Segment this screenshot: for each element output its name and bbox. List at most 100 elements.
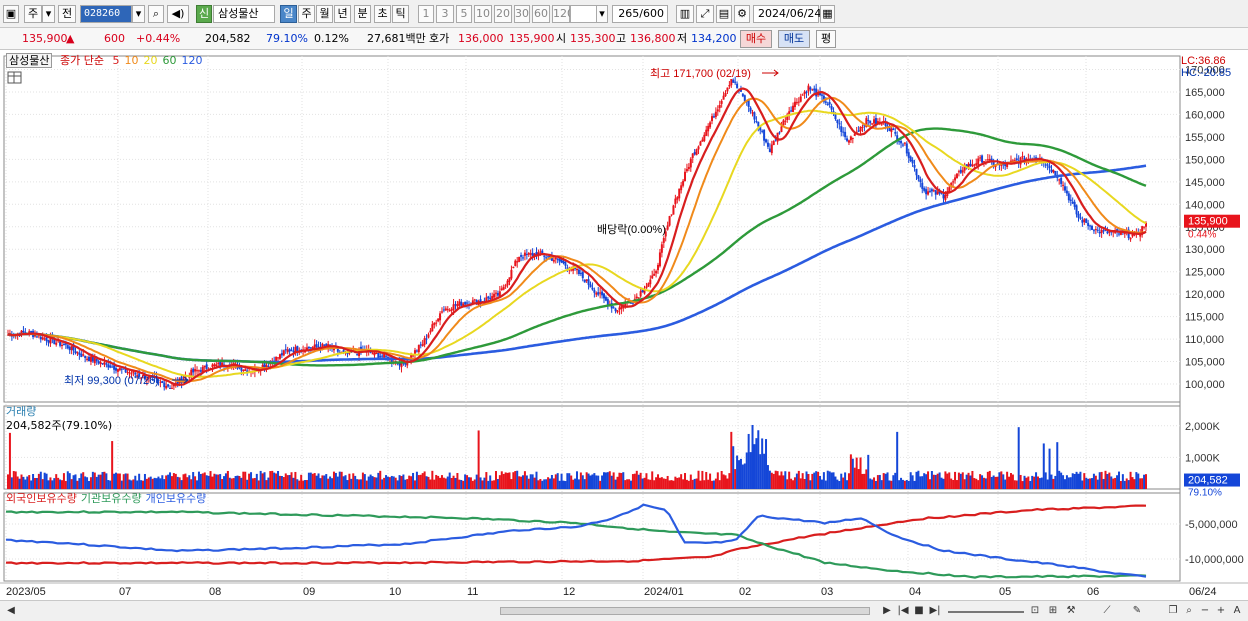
chevron-down-icon[interactable]: ▾ [132,5,145,23]
volume-bar [232,478,235,489]
candle [39,336,42,340]
period-select[interactable]: 주 [24,5,42,23]
volume-bar [811,473,814,489]
volume-bar [363,474,366,489]
volume-bar [739,458,742,489]
save-icon[interactable]: ▤ [716,5,732,23]
volume-bar [942,478,945,489]
calendar-icon[interactable]: ▦ [820,5,835,23]
volume-bar [153,477,156,489]
count-button[interactable]: 120 [552,5,574,23]
grid-icon[interactable]: ⊞ [1048,605,1058,616]
stop-icon[interactable]: ■ [914,605,924,616]
ma-legend-item: 120 [181,54,203,67]
candle [172,384,175,387]
count-button[interactable]: 10 [474,5,492,23]
candle-type-icon[interactable]: ▥ [676,5,694,23]
volume-bar [780,471,783,489]
bar-count-field[interactable]: 265/600 [612,5,668,23]
stock-code-input[interactable]: 028260 [80,5,132,23]
volume-bar [554,474,557,489]
volume-bar [477,430,480,489]
volume-bar [317,473,320,489]
volume-bar [572,479,575,489]
interval-button[interactable]: 일 [280,5,297,23]
gear-icon[interactable]: ⚙ [734,5,750,23]
scroll-right-icon[interactable]: ▶ [883,605,891,616]
interval-button[interactable]: 년 [334,5,351,23]
tools-icon[interactable]: ⚒ [1066,605,1076,616]
volume-bar [226,470,229,489]
sell-button[interactable]: 매도 [778,30,810,48]
speaker-icon[interactable]: ◀) [167,5,189,23]
step-back-icon[interactable]: |◀ [897,605,909,616]
window-icon[interactable]: ▣ [3,5,19,23]
text-icon[interactable]: A [1233,605,1241,616]
chevron-down-icon[interactable]: ▾ [596,5,608,23]
candle [45,337,48,342]
volume-bar [111,441,114,489]
candle [136,375,139,377]
count-button[interactable]: 5 [456,5,472,23]
candle [523,252,526,256]
layout-icon[interactable]: ⊡ [1030,605,1040,616]
minus-icon[interactable]: − [1200,605,1210,616]
count-button[interactable]: 30 [514,5,530,23]
x-axis-label: 12 [563,586,575,598]
count-button[interactable]: 1 [418,5,434,23]
volume-bar [313,473,316,489]
pen-icon[interactable]: ✎ [1132,605,1142,616]
date-field[interactable]: 2024/06/24 [753,5,821,23]
volume-bar [485,472,488,489]
zoom-icon[interactable]: ⌕ [1186,605,1192,616]
candle [375,352,378,354]
zoom-slider[interactable] [948,611,1024,613]
volume-bar [1062,475,1065,489]
count-button[interactable]: 20 [494,5,512,23]
scroll-thumb[interactable] [500,607,870,615]
volume-bar [367,476,370,489]
step-forward-icon[interactable]: ▶| [929,605,941,616]
candle [819,92,822,96]
candle [506,280,509,286]
volume-bar [836,479,839,489]
count-button[interactable]: 60 [532,5,550,23]
interval-button[interactable]: 틱 [392,5,409,23]
trend-icon[interactable]: ⟋ [1103,605,1111,616]
volume-title: 거래량 [6,405,37,418]
interval-button[interactable]: 주 [298,5,315,23]
candle [691,153,694,158]
scroll-left-icon[interactable]: ◀ [7,605,15,616]
candle [1139,233,1142,237]
plus-icon[interactable]: + [1216,605,1226,616]
volume-bar [786,479,789,489]
candle [466,302,469,304]
stock-tag[interactable]: 삼성물산 [6,53,53,68]
candle [217,362,220,364]
candle [280,353,283,356]
draw-tool-icon[interactable]: ⤢ [696,5,714,23]
candle [1100,229,1103,233]
volume-bar [296,479,299,489]
candle [1023,157,1026,162]
volume-bar [805,471,808,489]
scroll-bar[interactable]: ◀ ▶ |◀ ■ ▶| ⊡ ⊞ ⚒ ⟋ ✎ ❐ ⌕ − + A [0,600,1248,621]
copy-icon[interactable]: ❐ [1168,605,1178,616]
volume-bar [142,480,145,489]
volume-bar [724,475,727,489]
eval-button[interactable]: 평 [816,30,836,48]
volume-bar [325,474,328,489]
buy-button[interactable]: 매수 [740,30,772,48]
candle [286,349,289,353]
candle [118,368,121,371]
interval-button[interactable]: 월 [316,5,333,23]
interval-button[interactable]: 분 [354,5,371,23]
chevron-down-icon[interactable]: ▾ [42,5,55,23]
search-icon[interactable]: ⌕ [148,5,164,23]
count-button[interactable]: 3 [436,5,454,23]
volume-bar [655,477,658,489]
stock-name-field[interactable]: 삼성물산 [213,5,275,23]
interval-button[interactable]: 초 [374,5,391,23]
volume-bar [284,473,287,489]
prev-button[interactable]: 전 [58,5,76,23]
